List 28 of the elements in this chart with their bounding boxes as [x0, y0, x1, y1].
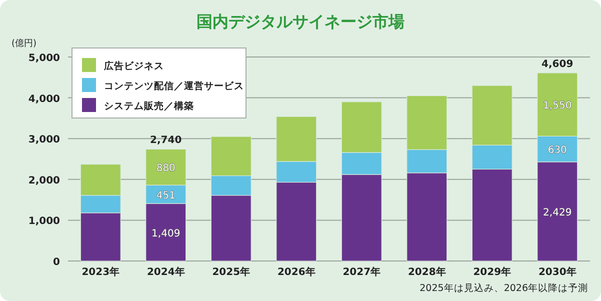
y-axis-title: (億円)	[11, 38, 37, 49]
total-label: 2,740	[150, 135, 182, 146]
y-tick-label: 0	[53, 257, 60, 268]
x-tick-label: 2023年	[82, 266, 120, 278]
x-tick-label: 2029年	[473, 266, 512, 278]
x-tick-label: 2028年	[408, 266, 446, 278]
x-tick-label: 2025年	[212, 266, 250, 278]
data-label: 630	[548, 145, 567, 156]
y-tick-label: 5,000	[28, 53, 60, 64]
data-label: 451	[156, 190, 176, 202]
y-tick-label: 4,000	[28, 94, 60, 105]
legend-label: システム販売／構築	[104, 100, 194, 112]
x-tick-label: 2024年	[146, 266, 185, 278]
y-tick-label: 3,000	[28, 134, 60, 146]
data-label: 1,550	[543, 100, 572, 112]
data-label: 880	[156, 163, 176, 174]
y-tick-label: 1,000	[28, 216, 60, 228]
x-tick-label: 2026年	[277, 266, 316, 278]
x-tick-label: 2027年	[342, 266, 381, 278]
legend-label: 広告ビジネス	[103, 60, 164, 72]
legend-label: コンテンツ配信／運営サービス	[104, 80, 244, 92]
data-label: 2,429	[543, 207, 572, 218]
x-tick-label: 2030年	[538, 266, 576, 278]
chart-title: 国内デジタルサイネージ市場	[196, 12, 404, 31]
y-tick-label: 2,000	[28, 175, 60, 186]
text: 2025年は見込み、2026年以降は予測	[420, 282, 588, 294]
total-label: 4,609	[542, 58, 574, 70]
data-label: 1,409	[152, 228, 180, 240]
